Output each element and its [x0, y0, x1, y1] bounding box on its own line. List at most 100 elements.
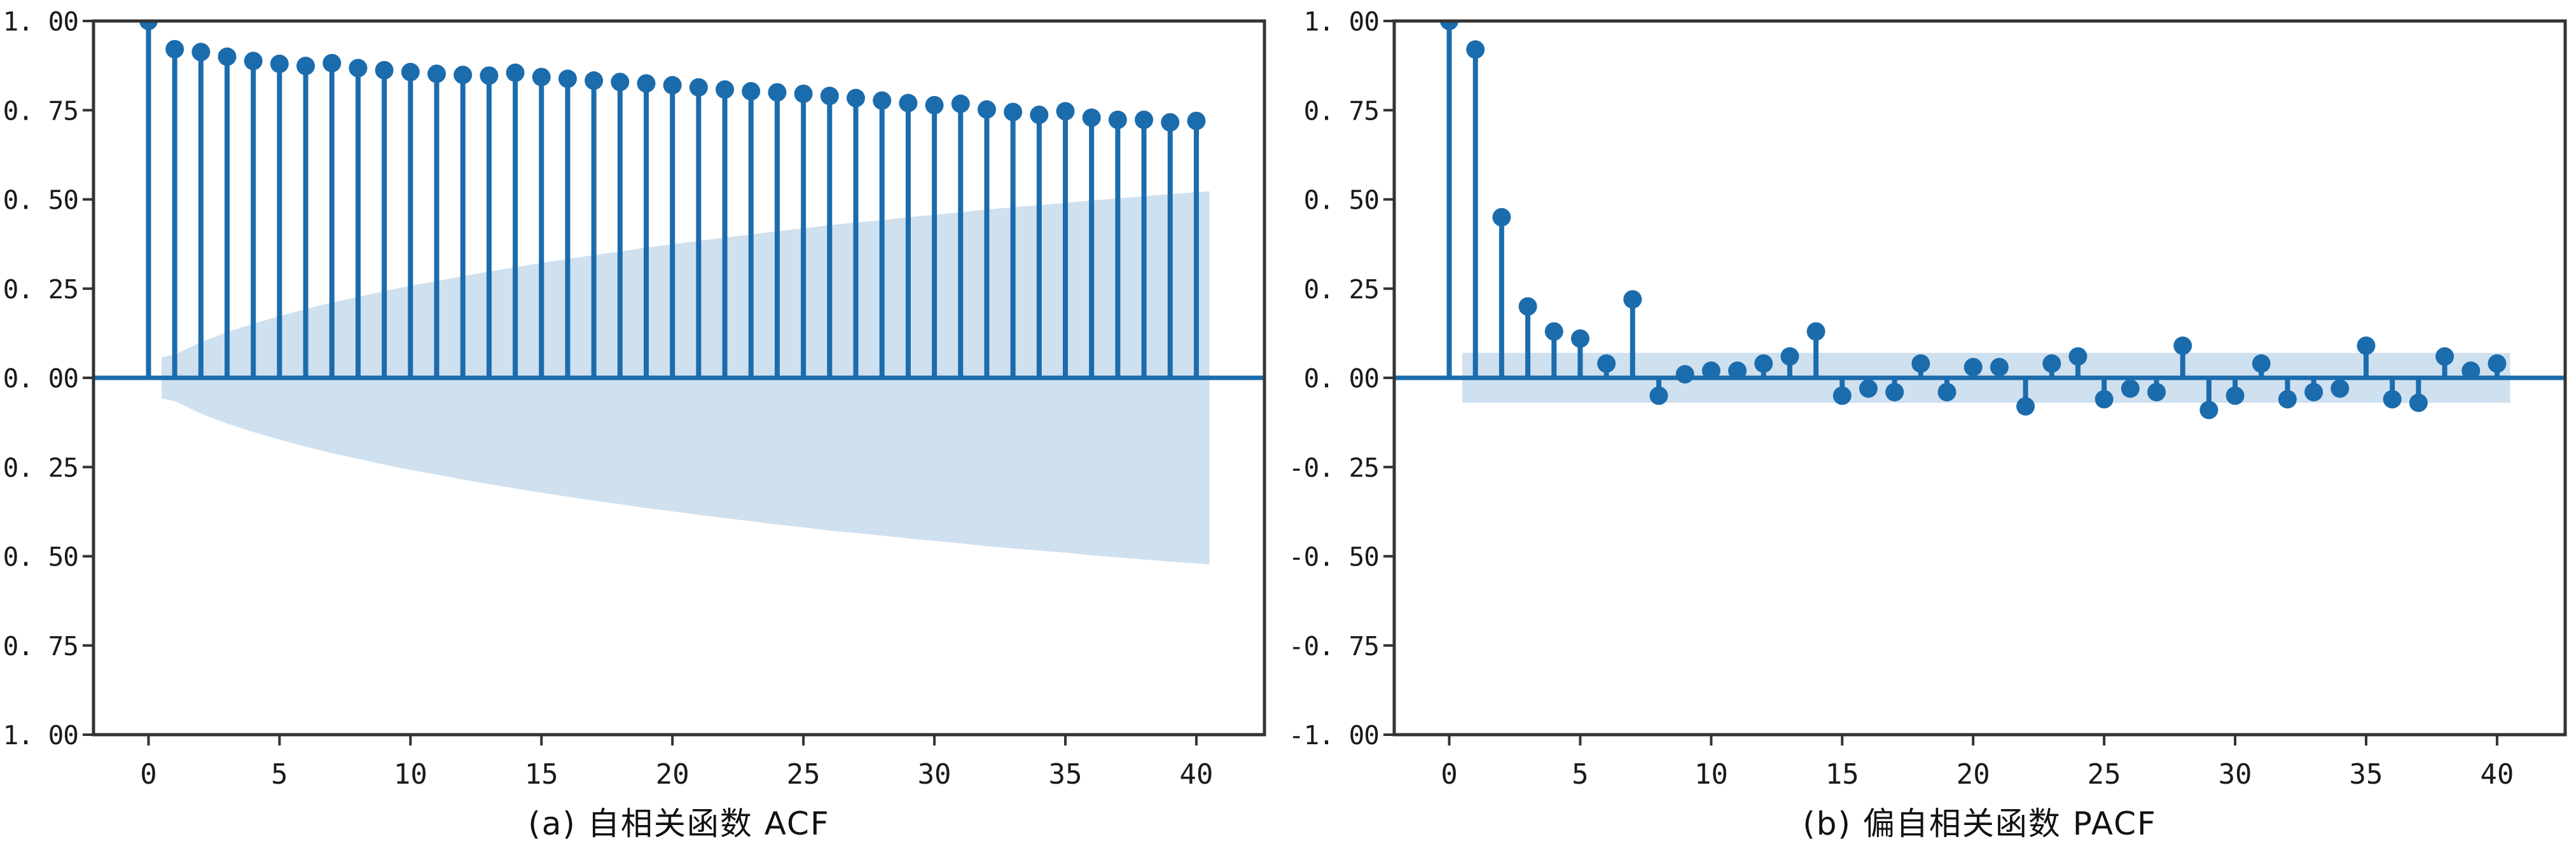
stem-marker: [2383, 390, 2402, 409]
stem-marker: [1859, 379, 1878, 398]
stem-marker: [1780, 347, 1799, 366]
stem-marker: [2409, 393, 2428, 412]
x-tick-label: 35: [1048, 758, 1082, 791]
stem-marker: [2357, 336, 2376, 356]
stem-marker: [1082, 108, 1101, 127]
stem-marker: [2488, 354, 2507, 373]
stem-marker: [349, 59, 368, 78]
stem-marker: [532, 67, 551, 87]
y-tick-label: -0. 75: [1289, 631, 1379, 662]
stem-marker: [506, 63, 525, 82]
stem-marker: [585, 71, 604, 90]
stem-marker: [716, 80, 735, 99]
stem-marker: [1161, 113, 1180, 132]
stem-marker: [689, 78, 708, 97]
y-tick-label: -0. 75: [0, 631, 78, 662]
stem-marker: [1439, 21, 1458, 31]
x-tick-label: 0: [1441, 758, 1458, 791]
pacf-plot: 0 5 10 15 20 25 30 35 40 1. 00 0. 75 0. 50 0. 25 0. 0…: [1289, 6, 2567, 791]
stem-marker: [191, 43, 211, 62]
stem-marker: [2199, 400, 2219, 419]
y-tick-label: -1. 00: [0, 720, 78, 751]
acf-stems: [139, 21, 1206, 378]
stem-marker: [1030, 106, 1049, 125]
stem-marker: [165, 39, 184, 59]
stem-marker: [899, 94, 918, 113]
y-tick-label: -0. 25: [0, 452, 78, 483]
stem-marker: [218, 47, 237, 66]
x-tick-label: 5: [271, 758, 288, 791]
y-tick-label: 0. 50: [1304, 185, 1379, 216]
stem-marker: [794, 84, 813, 103]
y-tick-label: 0. 75: [3, 95, 78, 126]
stem-marker: [1135, 110, 1154, 129]
stem-marker: [2435, 347, 2455, 366]
x-tick-label: 15: [525, 758, 558, 791]
stem-marker: [1832, 386, 1852, 405]
stem-marker: [454, 66, 473, 85]
stem-marker: [2173, 336, 2192, 356]
stem-marker: [401, 62, 420, 81]
stem-marker: [1492, 208, 1511, 227]
caption-acf: (a) 自相关函数 ACF: [528, 805, 830, 842]
stem-marker: [951, 94, 970, 113]
stem-marker: [296, 57, 315, 76]
acf-plot-area: [93, 21, 1264, 565]
stem-marker: [611, 73, 630, 92]
x-tick-label: 10: [1694, 758, 1728, 791]
stem-marker: [1466, 40, 1485, 59]
stem-marker: [1754, 354, 1773, 373]
y-tick-label: 1. 00: [3, 6, 78, 37]
pacf-stems: [1439, 21, 2507, 419]
stem-marker: [925, 95, 944, 114]
x-tick-label: 20: [656, 758, 689, 791]
stem-marker: [637, 74, 656, 93]
x-tick-label: 30: [2219, 758, 2252, 791]
stem-marker: [977, 100, 996, 119]
y-tick-label: 0. 00: [1304, 363, 1379, 394]
x-tick-label: 5: [1572, 758, 1589, 791]
stem-marker: [1963, 357, 1983, 377]
stem-marker: [1623, 290, 1642, 309]
stem-marker: [1004, 102, 1023, 121]
y-tick-label: -1. 00: [1289, 720, 1379, 751]
stem-marker: [2304, 382, 2323, 401]
y-tick-label: 0. 25: [3, 274, 78, 305]
y-tick-label: 0. 25: [1304, 274, 1379, 305]
stem-marker: [1649, 386, 1668, 405]
x-tick-label: 25: [787, 758, 821, 791]
stem-marker: [768, 83, 787, 102]
stem-marker: [2330, 379, 2350, 398]
pacf-plot-area: [1394, 21, 2565, 419]
stem-marker: [2068, 347, 2088, 366]
stem-marker: [1701, 361, 1721, 380]
stem-marker: [1187, 111, 1206, 130]
x-tick-label: 10: [394, 758, 427, 791]
stem-marker: [847, 88, 866, 107]
stem-marker: [1056, 102, 1075, 121]
stem-marker: [2226, 386, 2245, 405]
y-tick-label: -0. 50: [1289, 542, 1379, 572]
y-tick-label: 0. 50: [3, 185, 78, 216]
y-tick-label: 0. 00: [3, 363, 78, 394]
stem-marker: [1911, 354, 1930, 373]
stem-marker: [2252, 354, 2271, 373]
y-tick-label: 1. 00: [1304, 6, 1379, 37]
stem-marker: [1518, 297, 1537, 316]
stem-marker: [1728, 361, 1747, 380]
stem-marker: [2121, 379, 2140, 398]
x-tick-label: 0: [140, 758, 157, 791]
acf-plot: 0 5 10 15 20 25 30 35 40 1. 00 0. 75 0. 50 0. 25 0. 0…: [0, 6, 1266, 791]
stem-marker: [375, 60, 394, 80]
stem-marker: [270, 54, 289, 73]
stem-marker: [1108, 110, 1127, 129]
x-tick-label: 40: [1179, 758, 1213, 791]
y-tick-label: 0. 75: [1304, 95, 1379, 126]
y-tick-label: -0. 25: [1289, 452, 1379, 483]
stem-marker: [2462, 361, 2481, 380]
caption-pacf: (b) 偏自相关函数 PACF: [1803, 805, 2157, 842]
stem-marker: [2147, 382, 2166, 401]
stem-marker: [558, 69, 577, 88]
stem-marker: [663, 76, 682, 95]
